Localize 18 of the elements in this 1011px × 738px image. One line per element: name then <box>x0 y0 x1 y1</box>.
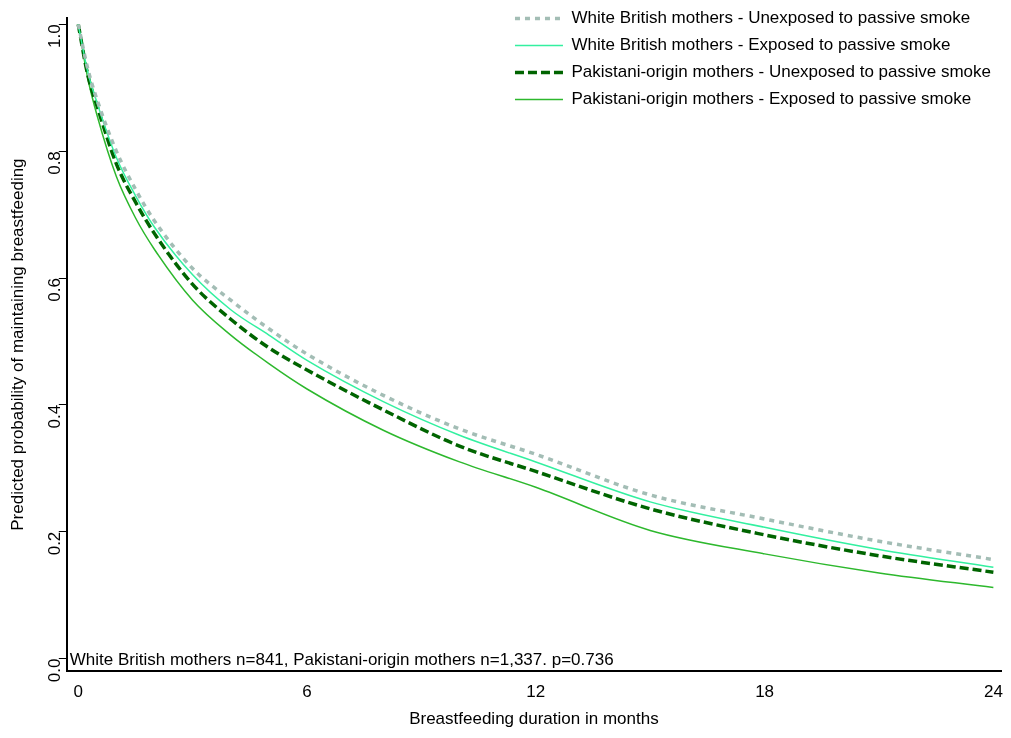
x-tick-label: 0 <box>73 682 83 702</box>
y-tick-label: 0.4 <box>45 404 65 429</box>
y-tick-label: 0.6 <box>45 278 65 302</box>
legend-label: Pakistani-origin mothers - Unexposed to passive smoke <box>571 62 992 82</box>
x-tick-label: 18 <box>755 682 775 702</box>
y-tick-label: 0.0 <box>45 658 65 683</box>
y-tick-label: 0.2 <box>45 531 65 556</box>
legend-label: White British mothers - Exposed to passive smoke <box>571 35 951 55</box>
x-tick-label: 12 <box>526 682 546 702</box>
y-tick-label: 1.0 <box>45 24 65 48</box>
x-tick-label: 6 <box>302 682 312 702</box>
legend-label: White British mothers - Unexposed to passive smoke <box>571 8 971 28</box>
legend-label: Pakistani-origin mothers - Exposed to passive smoke <box>571 89 972 109</box>
x-tick-label: 24 <box>983 682 1003 702</box>
y-tick-label: 0.8 <box>45 151 65 175</box>
annotation: White British mothers n=841, Pakistani-origin mothers n=1,337. p=0.736 <box>69 650 614 670</box>
y-axis-title: Predicted probability of maintaining breastfeeding <box>7 158 27 531</box>
x-axis-title: Breastfeeding duration in months <box>409 709 659 729</box>
